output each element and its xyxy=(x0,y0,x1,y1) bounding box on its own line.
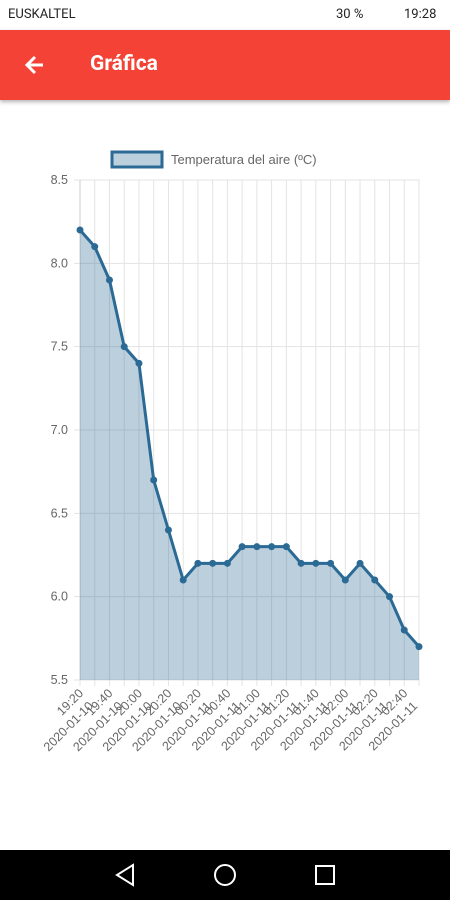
y-tick-label: 7.0 xyxy=(51,423,68,437)
point xyxy=(341,576,349,584)
point xyxy=(327,559,335,567)
app-bar: Gráfica xyxy=(0,30,450,100)
point xyxy=(179,576,187,584)
line xyxy=(78,229,421,648)
point xyxy=(400,626,408,634)
point xyxy=(386,593,394,601)
status-bar: EUSKALTEL 30 % 19:28 xyxy=(0,0,450,30)
point xyxy=(415,643,423,651)
point xyxy=(371,576,379,584)
point xyxy=(312,559,320,567)
point xyxy=(209,559,217,567)
point xyxy=(268,543,276,551)
legend-swatch xyxy=(110,150,164,169)
point xyxy=(120,343,128,351)
back-button[interactable] xyxy=(21,50,51,80)
clock: 19:28 xyxy=(404,7,437,22)
app-title: Gráfica xyxy=(90,52,158,76)
area xyxy=(80,230,419,680)
point xyxy=(194,559,202,567)
carrier: EUSKALTEL xyxy=(8,7,76,22)
legend-label: Temperatura del aire (ºC) xyxy=(171,152,317,167)
point xyxy=(223,559,231,567)
y-tick-label: 7.5 xyxy=(51,340,68,354)
y-tick-label: 6.0 xyxy=(51,590,68,604)
chart: 5.56.06.57.07.58.08.519:202020-01-1019:4… xyxy=(41,150,423,754)
point xyxy=(238,543,246,551)
y-tick-label: 6.5 xyxy=(51,506,68,520)
y-tick-label: 8.5 xyxy=(51,173,68,187)
point xyxy=(297,559,305,567)
point xyxy=(135,359,143,367)
point xyxy=(105,276,113,284)
y-tick-label: 8.0 xyxy=(51,256,68,270)
y-tick-label: 5.5 xyxy=(51,673,68,687)
point xyxy=(150,476,158,484)
point xyxy=(76,226,84,234)
nav-bar xyxy=(0,850,450,900)
point xyxy=(164,526,172,534)
nav-recents[interactable] xyxy=(315,865,335,885)
nav-back[interactable] xyxy=(115,863,134,887)
point xyxy=(282,543,290,551)
point xyxy=(253,543,261,551)
nav-home[interactable] xyxy=(214,864,236,886)
point xyxy=(91,243,99,251)
point xyxy=(356,559,364,567)
nav-icons xyxy=(115,863,335,887)
battery: 30 % xyxy=(336,7,364,22)
